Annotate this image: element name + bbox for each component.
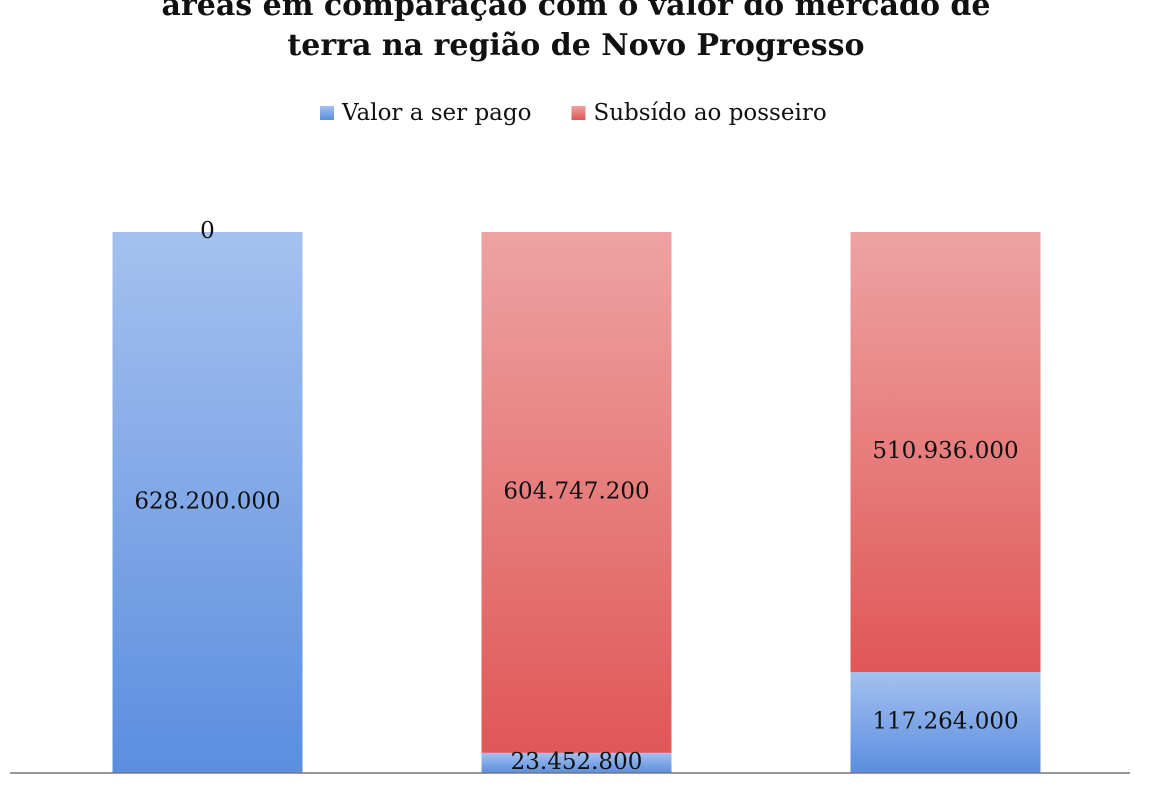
legend-swatch-sheen: [571, 106, 586, 120]
data-label: 0: [200, 218, 215, 244]
legend-label: Valor a ser pago: [341, 100, 531, 126]
chart-title: áreas em comparação com o valor do merca…: [161, 0, 991, 63]
bar-segment-sheen: [481, 752, 672, 773]
data-label: 628.200.000: [134, 489, 280, 515]
data-label: 23.452.800: [511, 749, 643, 775]
legend-swatch-sheen: [320, 106, 334, 120]
bar-segment-sheen: [112, 232, 303, 773]
legend-label: Subsído ao posseiro: [593, 100, 826, 126]
chart-title-box: áreas em comparação com o valor do merca…: [0, 0, 1152, 66]
data-label: 117.264.000: [872, 709, 1018, 735]
bar-segment-sheen: [850, 232, 1041, 673]
bar-segment-sheen: [481, 232, 672, 753]
data-label: 510.936.000: [872, 438, 1018, 464]
data-label: 604.747.200: [503, 478, 649, 504]
bar-segment-sheen: [850, 672, 1041, 773]
bars: [112, 232, 1041, 773]
